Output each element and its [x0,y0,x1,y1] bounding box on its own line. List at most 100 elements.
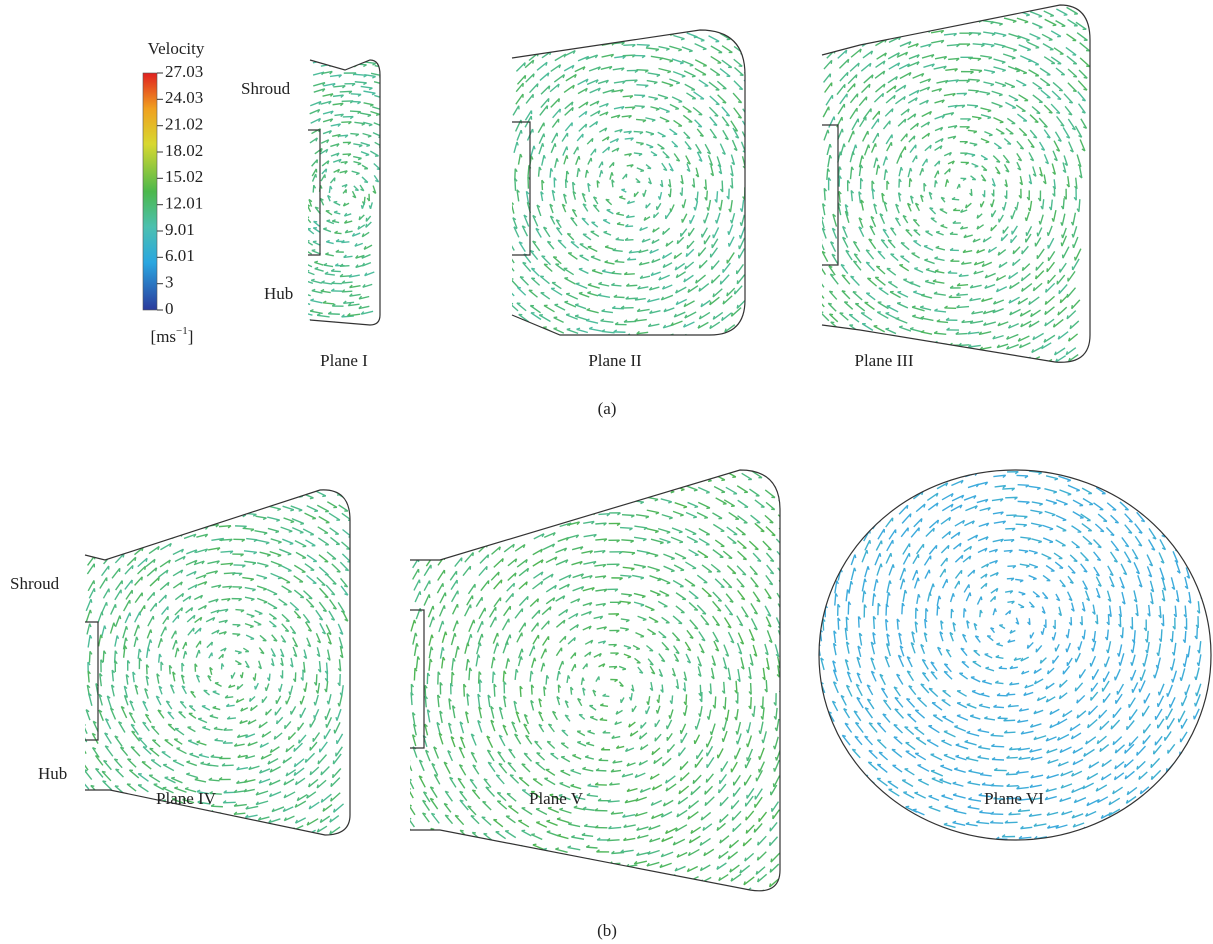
velocity-vector [185,515,197,519]
velocity-vector [992,358,1004,361]
velocity-vector [722,107,730,116]
velocity-vector [734,81,743,90]
velocity-vector [476,597,482,606]
colorbar-tick-label: 0 [165,299,174,318]
velocity-vector-head [587,309,590,310]
velocity-vector-head [575,315,578,316]
velocity-vector [544,306,555,312]
velocity-vector [896,85,906,92]
velocity-vector [419,871,428,879]
velocity-vector [1053,82,1063,90]
velocity-vector-head [151,726,154,727]
velocity-vector [342,685,343,696]
velocity-vector-head [430,858,434,859]
velocity-vector-head [331,783,332,787]
velocity-vector-head [460,800,463,801]
velocity-vector [518,154,520,165]
velocity-vector [267,831,279,834]
velocity-vector [208,493,219,494]
velocity-vector [121,747,128,755]
velocity-vector-head [598,294,601,295]
velocity-vector-head [366,145,369,146]
velocity-vector [127,557,135,565]
velocity-vector-head [494,657,495,660]
velocity-vector-head [517,287,521,288]
velocity-vector [131,724,138,734]
velocity-vector [514,142,517,153]
velocity-vector-head [539,480,541,483]
velocity-vector [429,635,432,646]
velocity-vector-head [992,72,995,73]
velocity-vector-head [408,857,411,858]
velocity-vector-head [930,208,934,209]
velocity-vector-head [145,489,147,492]
velocity-vector-head [322,60,324,63]
colorbar-tick-label: 15.02 [165,167,203,186]
velocity-vector-head [572,860,575,862]
velocity-vector-head [476,491,477,494]
velocity-vector-head [150,639,151,642]
velocity-vector [147,568,156,576]
velocity-vector-head [930,145,931,148]
velocity-vector-head [145,566,146,570]
velocity-vector [599,32,611,34]
velocity-vector [268,528,279,531]
velocity-vector [294,576,303,582]
velocity-vector-head [1072,234,1073,237]
velocity-vector-head [876,158,877,161]
velocity-vector [648,97,657,99]
velocity-vector-head [837,0,838,2]
velocity-vector [673,36,684,39]
velocity-vector [883,156,886,165]
velocity-vector [414,580,419,591]
velocity-vector-head [579,268,583,269]
velocity-vector-head [606,199,610,200]
velocity-vector-head [369,205,370,208]
velocity-vector [830,274,838,284]
velocity-vector [507,858,517,863]
velocity-vector [357,325,370,327]
velocity-vector [673,72,685,77]
velocity-vector-head [1011,216,1012,220]
velocity-vector-head [520,277,524,278]
velocity-vector [670,188,671,197]
velocity-vector [552,119,558,128]
colorbar-tick-label: 24.03 [165,88,203,107]
velocity-vector-head [460,478,461,481]
velocity-vector [568,500,579,502]
velocity-vector [494,558,503,567]
velocity-vector-head [737,305,738,309]
velocity-vector [322,325,334,326]
velocity-vector-head [573,30,575,33]
velocity-vector-head [315,268,318,269]
velocity-vector [150,603,156,611]
velocity-vector [875,277,885,285]
velocity-vector [922,357,935,359]
velocity-vector [899,26,911,31]
velocity-vector-head [508,240,511,242]
velocity-vector-head [910,168,911,171]
velocity-vector-head [545,860,548,861]
velocity-vector [310,300,322,303]
velocity-vector-head [178,648,179,651]
velocity-vector [506,593,514,602]
velocity-vector-head [605,261,608,262]
velocity-vector-head [302,311,305,312]
velocity-vector-head [472,519,473,522]
velocity-vector [531,26,541,32]
velocity-vector-head [195,812,198,814]
velocity-vector-head [556,496,558,499]
velocity-vector-head [219,515,222,517]
velocity-vector [525,41,534,48]
velocity-vector [124,824,134,830]
velocity-vector [79,807,88,816]
velocity-vector [571,771,582,775]
velocity-vector [504,523,513,529]
velocity-vector [713,312,722,319]
velocity-vector [93,821,103,829]
velocity-vector-head [80,743,83,745]
velocity-vector [128,523,138,531]
velocity-vector [1059,285,1067,294]
velocity-vector [924,260,934,264]
velocity-vector [735,286,743,294]
